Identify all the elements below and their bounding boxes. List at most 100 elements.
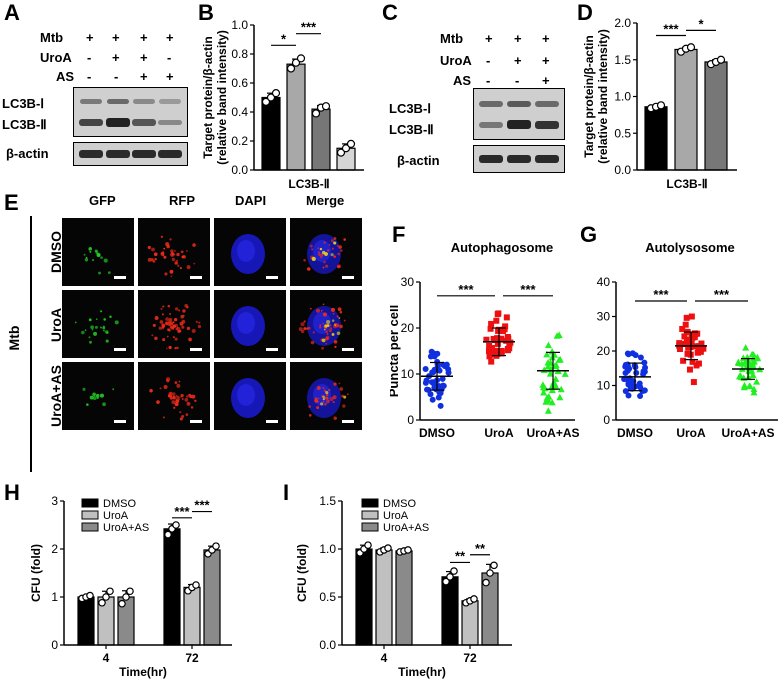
data-point [446,573,454,581]
puncta [181,397,184,400]
scale-bar [190,276,202,279]
panel-label-e: E [4,190,19,215]
puncta [166,244,170,249]
micro-image-content [231,378,265,418]
puncta [154,315,159,320]
blot-c-band-label-lc3b2: LC3B-Ⅱ [389,122,434,137]
puncta [179,417,183,421]
data-point [679,325,686,332]
puncta [343,319,346,322]
data-point [700,345,707,352]
panel-label-d: D [577,0,593,25]
puncta [105,339,109,343]
data-point [86,591,94,600]
chart-title: Autolysosome [645,240,735,255]
puncta [103,329,105,332]
data-point [553,332,561,339]
puncta [347,393,349,395]
panel-label-h: H [4,480,20,505]
puncta [74,321,77,324]
blot-a-sign: + [112,50,120,65]
data-point [442,577,450,586]
data-point [486,569,494,577]
data-point [544,341,552,349]
puncta [337,307,342,312]
puncta [179,410,182,414]
y-tick-label: 1.0 [319,542,336,556]
blot-c-band-label-lc3b1: LC3B-Ⅰ [389,101,432,116]
data-point [266,93,276,102]
y-tick-label: 0.5 [319,590,336,604]
puncta [325,330,328,334]
blot-c-sign: - [515,73,520,88]
significance-label: * [281,31,287,46]
data-point [503,337,510,344]
data-point [682,321,689,328]
data-point [735,359,743,366]
puncta [308,414,312,417]
puncta [191,394,196,399]
blot-c-row-mtb-label: Mtb [440,31,464,46]
micro-image-content [231,234,265,274]
significance-label: *** [714,287,730,302]
data-point [336,148,346,157]
puncta [330,307,335,312]
puncta [174,307,179,311]
y-tick-label: 2 [51,542,58,556]
scale-bar [114,348,126,351]
puncta [321,250,326,255]
y-axis-label: (relative band intensity) [215,30,229,165]
y-tick-label: 0.5 [614,126,631,140]
puncta [322,266,325,269]
puncta [194,399,197,403]
data-point [346,139,356,148]
puncta [109,315,112,319]
data-point [642,364,649,371]
legend-label: DMSO [103,498,136,510]
puncta [176,259,178,262]
puncta [169,396,173,400]
x-tick-label: 4 [381,651,388,665]
y-tick-label: 1 [51,590,58,604]
puncta [95,393,100,398]
blot-c-sign: + [542,31,550,46]
blot-c: Mtb UroA AS + + + - + + - - + LC3B-Ⅰ LC3… [385,0,575,190]
micro-image [62,218,134,286]
puncta [88,336,91,339]
significance-label: *** [301,20,317,35]
puncta [173,249,176,252]
blot-a-sign: + [86,30,94,45]
data-point [427,353,434,360]
puncta [90,325,94,330]
significance-label: *** [663,21,679,36]
puncta [188,337,192,342]
puncta [333,340,338,344]
puncta [322,400,325,403]
bar [77,596,95,646]
puncta [174,402,179,407]
blot-c-sign: + [514,53,522,68]
y-tick-label: 0 [407,413,414,427]
puncta [100,310,103,313]
puncta [88,246,93,251]
legend-swatch [81,510,99,520]
data-point [499,328,506,335]
blot-a-sign: + [166,30,174,45]
micro-image-content [82,387,115,407]
puncta [169,238,172,241]
puncta [186,326,191,331]
channel-label-rfp: RFP [169,193,195,208]
puncta [164,272,168,276]
data-point [495,327,502,334]
puncta [84,258,89,262]
chart-f: 0 10 20 30 Autophagosome Puncta per cell DMSO U… [390,240,580,440]
data-point [341,144,351,153]
puncta [162,338,166,342]
puncta [325,391,329,395]
data-point [556,393,564,401]
data-point [676,346,683,353]
puncta [163,247,166,250]
y-tick-label: 10 [597,379,611,393]
data-point [688,340,695,347]
x-tick-label: DMSO [419,426,455,440]
